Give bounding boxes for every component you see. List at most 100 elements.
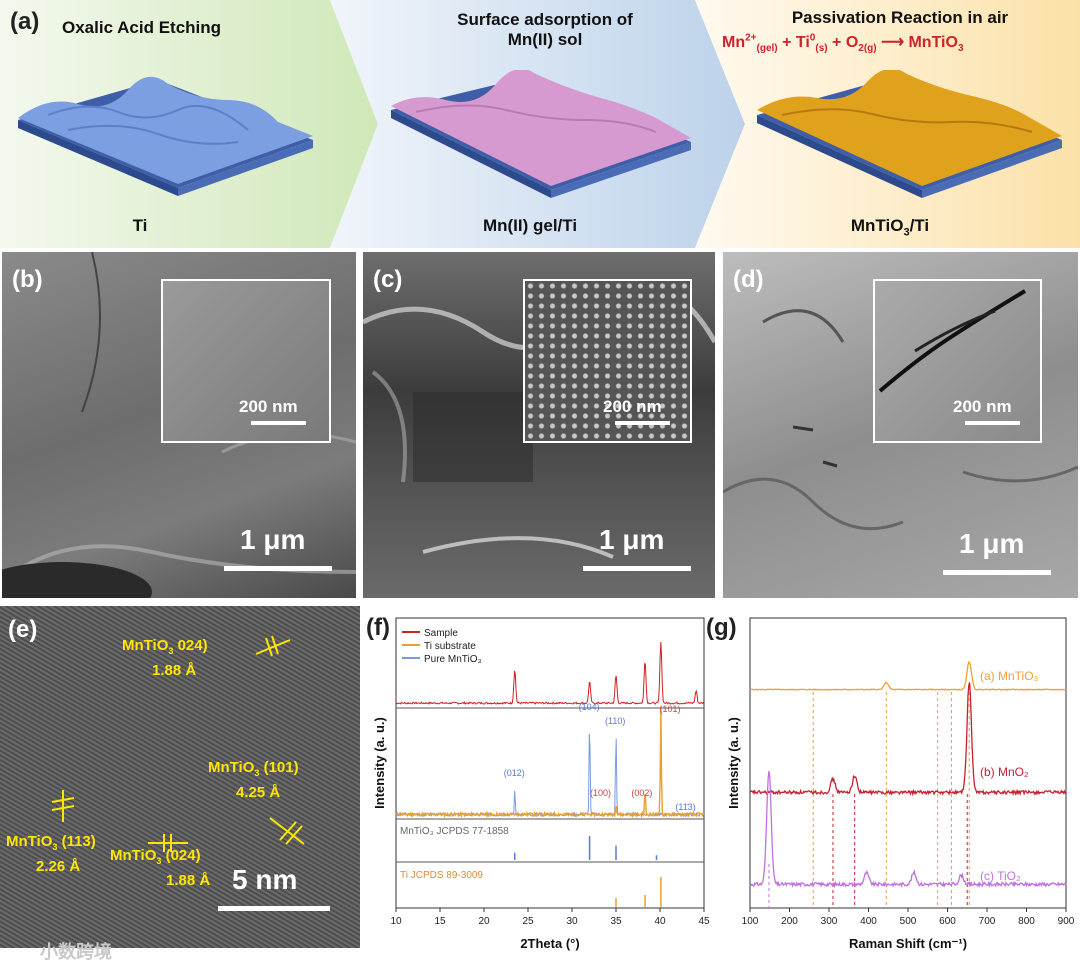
- panel-d-main-scale-bar: [943, 570, 1051, 575]
- sample2-name: Mn(II) gel/Ti: [482, 216, 578, 235]
- raman-xtick-label-6: 700: [979, 916, 996, 927]
- reaction-equation: Mn2+(gel) + Ti0(s) + O2(g) ⟶ MnTiO3: [722, 32, 1077, 55]
- panel-e-label: (e): [8, 616, 38, 643]
- step2-title: Surface adsorption of Mn(II) sol: [390, 10, 700, 50]
- ann3-plane: (113): [57, 833, 96, 850]
- ann4-plane: (024): [161, 847, 201, 864]
- panel-d-texture: [723, 309, 1078, 531]
- raman-xtick-label-1: 200: [781, 916, 798, 927]
- ann2-plane: (101): [259, 759, 299, 776]
- step1-title: Oxalic Acid Etching: [62, 18, 222, 37]
- panel-g: (g) (a) MnTiO₃ (b) MnO₂ (c) TiO₂ 100 200 300 4…: [706, 604, 1080, 954]
- xrd-xtick-label-1: 15: [434, 916, 446, 927]
- ann2-formula: MnTiO: [208, 759, 255, 776]
- raman-series-label-0: (a) MnTiO₃: [980, 669, 1039, 683]
- reaction-mn-sub: (gel): [756, 43, 778, 55]
- xrd-legend-label-2: Pure MnTiO₃: [424, 654, 482, 665]
- reaction-mn-sup: 2+: [745, 32, 757, 44]
- reaction-ti: + Ti: [782, 34, 810, 51]
- step3-title: Passivation Reaction in air: [791, 8, 1009, 27]
- raman-xtick-label-3: 400: [860, 916, 877, 927]
- xrd-xtick-label-5: 35: [610, 916, 622, 927]
- panel-e-hrtem: (e) MnTiO3 024) 1.88 Å MnTiO3 (101) 4.25…: [0, 606, 360, 948]
- panel-d-sem: (d) 200 nm 1 μm: [723, 252, 1078, 598]
- panel-d-inset-scale-bar: [965, 421, 1020, 425]
- reaction-arrow: ⟶: [881, 34, 905, 51]
- xrd-legend-label-0: Sample: [424, 628, 458, 639]
- ann2-sub: 3: [254, 768, 260, 778]
- panel-b-inset: 200 nm: [161, 279, 331, 443]
- xrd-legend-label-1: Ti substrate: [424, 641, 476, 652]
- xrd-frame: [395, 617, 705, 909]
- ann2-marker: [269, 817, 305, 845]
- panel-d-inset-cracks: [878, 289, 1027, 393]
- ann4-sub: 3: [156, 856, 162, 866]
- xrd-peak-label-red-2: (101): [660, 704, 681, 714]
- reaction-mn: Mn: [722, 34, 746, 51]
- reaction-ti-sub: (s): [815, 43, 828, 55]
- panel-c-label: (c): [373, 266, 403, 293]
- ann2-d: 4.25 Å: [236, 784, 281, 801]
- panel-b-main-scale-text: 1 μm: [240, 524, 306, 555]
- raman-frame: [749, 617, 1067, 909]
- panel-g-label: (g): [706, 614, 737, 641]
- xrd-peak-label-red-1: (002): [631, 788, 652, 798]
- raman-xtick-label-0: 100: [742, 916, 759, 927]
- sample3-name: MnTiO3/Ti: [810, 216, 970, 238]
- xrd-peak-label-red-0: (100): [590, 788, 611, 798]
- panel-f-label: (f): [366, 614, 390, 641]
- ann3-sub: 3: [52, 842, 58, 852]
- sample3-sub: 3: [903, 226, 910, 239]
- ann1-formula: MnTiO: [122, 637, 169, 654]
- sample1-name: Ti: [132, 216, 148, 235]
- panel-a: (a) Oxalic Acid Etching Surface adsorpti…: [0, 0, 1080, 248]
- panel-c-main-scale-bar: [583, 566, 691, 571]
- panel-b-main-scale-bar: [224, 566, 332, 571]
- ann4: MnTiO3 (024) 1.88 Å: [110, 846, 210, 891]
- panel-b-sem: (b) 200 nm 1 μm: [2, 252, 356, 598]
- raman-series-label-2: (c) TiO₂: [980, 869, 1021, 883]
- reaction-o2-sub: 2(g): [858, 43, 877, 55]
- reaction-ti-sup: 0: [809, 32, 816, 44]
- xrd-peak-label-blue-0: (012): [504, 768, 525, 778]
- panel-b-inset-scale-text: 200 nm: [239, 397, 298, 416]
- sample3-tail: /Ti: [909, 216, 930, 235]
- xrd-xtick-label-0: 10: [390, 916, 402, 927]
- raman-series-0: [749, 661, 1066, 691]
- raman-xtick-label-7: 800: [1018, 916, 1035, 927]
- ann4-d: 1.88 Å: [166, 872, 211, 889]
- panel-a-label: (a): [10, 8, 40, 35]
- ann1-plane: 024): [173, 637, 208, 654]
- xrd-ref1-label: MnTiO₃ JCPDS 77-1858: [400, 826, 509, 837]
- panel-d-label: (d): [733, 266, 764, 293]
- panel-f: (f) Sample Ti substrate Pure MnTiO₃ (012) (1…: [362, 604, 714, 954]
- xrd-ti-curve: [395, 705, 705, 819]
- raman-chart: (a) MnTiO₃ (b) MnO₂ (c) TiO₂ 100 200 300 400 50…: [726, 617, 1075, 951]
- xrd-xlabel: 2Theta (°): [520, 936, 579, 951]
- xrd-ref2-label: Ti JCPDS 89-3009: [400, 870, 483, 881]
- xrd-xtick-label-6: 40: [654, 916, 666, 927]
- reaction-product: MnTiO: [908, 34, 958, 51]
- step2-title-line2: Mn(II) sol: [507, 30, 583, 49]
- raman-series-1: [749, 682, 1067, 797]
- raman-xtick-label-8: 900: [1058, 916, 1075, 927]
- xrd-xtick-label-7: 45: [698, 916, 710, 927]
- ann3: MnTiO3 (113) 2.26 Å: [6, 832, 96, 877]
- panel-c-sem: (c) 200 nm 1 μm: [363, 252, 715, 598]
- xrd-sample-curve: [395, 641, 705, 705]
- raman-ylabel: Intensity (a. u.): [726, 717, 741, 809]
- ann3-d: 2.26 Å: [36, 858, 81, 875]
- raman-series-label-1: (b) MnO₂: [980, 765, 1029, 779]
- ann1-sub: 3: [168, 646, 174, 656]
- ann2: MnTiO3 (101) 4.25 Å: [208, 758, 299, 803]
- ann4-marker: [148, 834, 188, 852]
- panel-b-inset-scale-bar: [251, 421, 306, 425]
- reaction-o2: + O: [832, 34, 859, 51]
- xrd-peak-label-blue-3: (11̄3): [675, 802, 695, 812]
- ann1-marker: [255, 635, 291, 657]
- ann3-marker: [51, 790, 75, 822]
- ann1-d: 1.88 Å: [152, 662, 197, 679]
- xrd-peak-label-blue-1: (104): [579, 702, 600, 712]
- raman-xtick-label-2: 300: [821, 916, 838, 927]
- sample3-main: MnTiO: [850, 216, 904, 235]
